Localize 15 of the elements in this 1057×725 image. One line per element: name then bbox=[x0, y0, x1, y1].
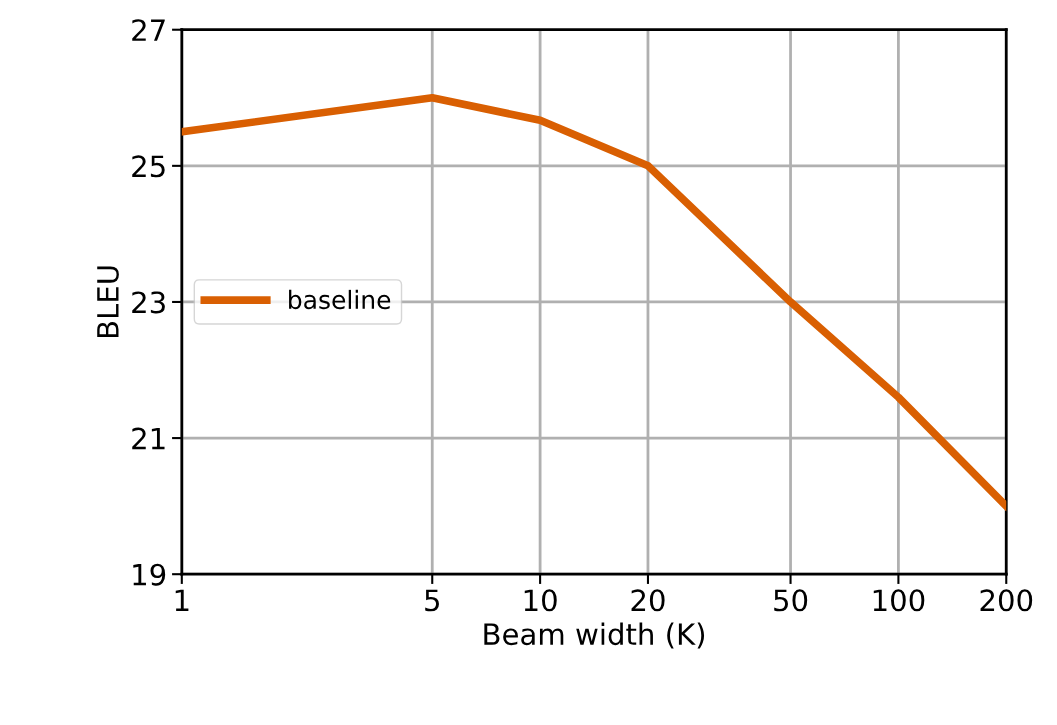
x-axis-title: Beam width (K) bbox=[484, 622, 705, 649]
legend-label: baseline bbox=[289, 289, 391, 310]
y-tick-label: 19 bbox=[133, 563, 166, 586]
y-tick-label: 21 bbox=[132, 427, 165, 450]
y-axis-title: BLEU bbox=[97, 266, 119, 338]
x-tick-label: 200 bbox=[980, 589, 1033, 612]
x-tick-label: 20 bbox=[631, 589, 665, 612]
x-tick-label: 10 bbox=[524, 589, 557, 612]
x-tick-label: 100 bbox=[873, 589, 925, 612]
y-tick-label: 25 bbox=[132, 155, 165, 178]
x-tick-label: 50 bbox=[774, 589, 808, 612]
x-tick-label: 1 bbox=[175, 589, 189, 611]
y-tick-label: 27 bbox=[132, 19, 165, 41]
y-tick-label: 23 bbox=[132, 291, 165, 314]
x-tick-label: 5 bbox=[425, 589, 439, 612]
